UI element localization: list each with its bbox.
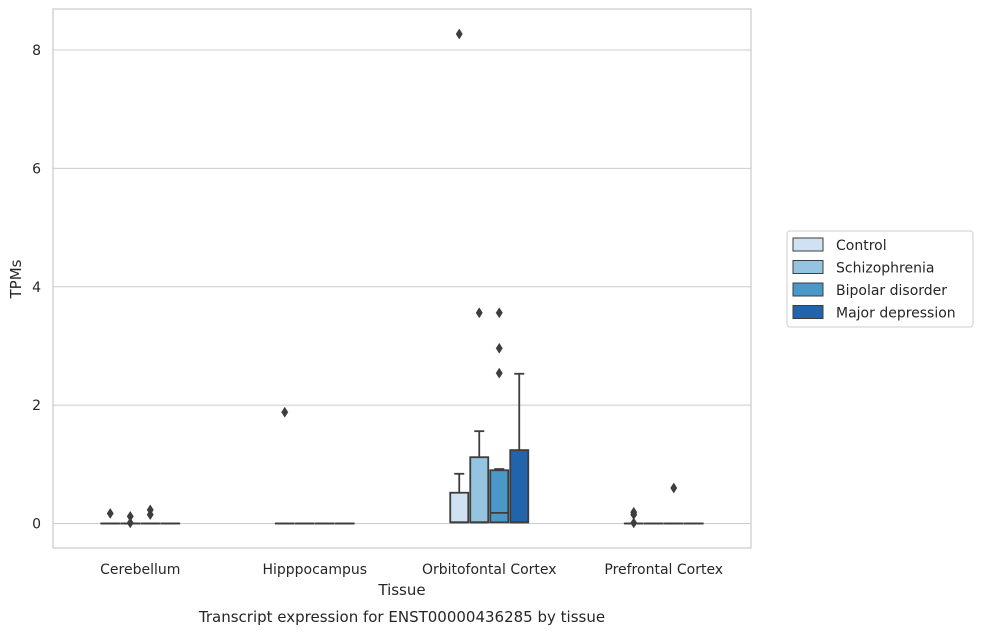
box-body	[449, 491, 470, 524]
y-tick-0: 0	[32, 517, 41, 533]
x-tick-3: Prefrontal Cortex	[604, 562, 723, 578]
y-tick-6: 6	[32, 161, 41, 177]
legend-label-3: Major depression	[836, 306, 956, 322]
legend-swatch-0	[792, 237, 824, 252]
x-tick-labels: Cerebellum Hipppocampus Orbitofontal Corte…	[100, 562, 723, 578]
y-axis-label: TPMs	[7, 259, 25, 299]
box-body	[469, 456, 490, 524]
outlier-point	[495, 307, 503, 319]
y-gridlines	[53, 49, 751, 525]
box-1-0	[274, 406, 295, 525]
box-2-0	[449, 28, 470, 524]
outlier-point	[475, 307, 483, 319]
legend: Control Schizophrenia Bipolar disorder Majo…	[786, 230, 974, 328]
box-3-0	[623, 506, 644, 529]
legend-label-0: Control	[836, 238, 887, 254]
legend-label-1: Schizophrenia	[836, 261, 934, 277]
x-tick-1: Hipppocampus	[262, 562, 367, 578]
outlier-point	[455, 28, 463, 40]
box-2-1	[469, 307, 490, 524]
legend-frame	[786, 230, 974, 328]
outlier-point	[630, 517, 638, 529]
x-tick-0: Cerebellum	[100, 562, 180, 578]
y-tick-8: 8	[32, 43, 41, 59]
boxes	[100, 28, 704, 529]
plot-area-frame	[52, 8, 752, 549]
box-2-2	[489, 307, 510, 524]
legend-swatch-2	[792, 282, 824, 297]
legend-swatch-1	[792, 260, 824, 274]
outlier-point	[281, 406, 289, 418]
outlier-point	[670, 482, 678, 494]
box-body	[509, 449, 530, 524]
box-2-3	[509, 372, 530, 524]
x-axis-label: Tissue	[377, 581, 425, 599]
box-0-2	[140, 504, 161, 525]
outlier-point	[495, 367, 503, 379]
box-body	[489, 469, 510, 524]
x-tick-2: Orbitofontal Cortex	[422, 562, 557, 578]
outlier-point	[495, 342, 503, 354]
legend-label-2: Bipolar disorder	[836, 283, 947, 299]
outlier-point	[146, 509, 154, 521]
legend-swatch-3	[792, 305, 824, 319]
y-tick-4: 4	[32, 280, 41, 296]
box-3-2	[663, 482, 684, 525]
box-0-0	[100, 507, 121, 525]
outlier-point	[126, 517, 134, 529]
y-tick-2: 2	[32, 398, 41, 414]
legend-items: Control Schizophrenia Bipolar disorder Majo…	[792, 237, 956, 322]
y-tick-labels: 0 2 4 6 8	[32, 43, 41, 533]
outlier-point	[106, 507, 114, 519]
box-0-1	[120, 510, 141, 529]
chart-caption: Transcript expression for ENST0000043628…	[198, 608, 605, 626]
